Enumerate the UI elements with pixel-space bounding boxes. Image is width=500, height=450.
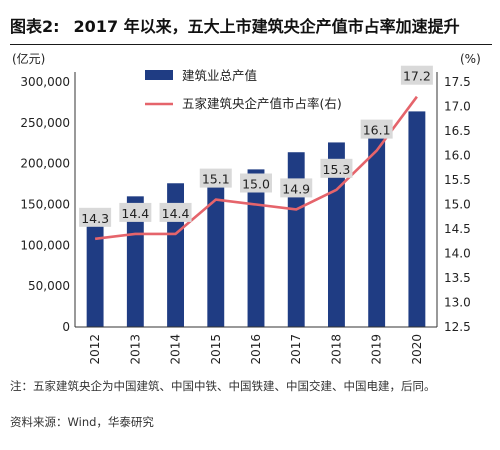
point-label-box [320, 158, 353, 178]
point-label-text: 14.3 [81, 211, 109, 226]
title-divider [10, 44, 492, 45]
left-axis-tick-label: 100,000 [20, 238, 70, 252]
share-line [94, 95, 418, 241]
left-axis-tick-label: 200,000 [20, 157, 70, 171]
x-axis-tick-label: 2017 [289, 334, 303, 365]
legend-bar-label: 建筑业总产值 [182, 68, 257, 83]
right-axis-tick-label: 16.5 [444, 124, 471, 138]
figure-label: 图表2: [10, 17, 60, 36]
left-axis-tick-label: 300,000 [20, 75, 70, 89]
x-axis-tick-label: 2013 [128, 334, 142, 365]
point-label-2012: 14.3 [79, 207, 112, 227]
footnote-note: 注：五家建筑央企为中国建筑、中国中铁、中国铁建、中国交建、中国电建，后同。 [10, 379, 436, 393]
point-label-box [119, 202, 152, 222]
point-label-text: 15.3 [323, 162, 351, 177]
bar-2013 [126, 196, 144, 327]
point-label-text: 15.1 [202, 172, 230, 187]
point-label-box [240, 173, 272, 193]
point-label-2018: 15.3 [320, 158, 353, 178]
x-axis-tick-label: 2015 [209, 334, 223, 365]
point-label-box [360, 119, 393, 139]
left-axis-tick-label: 150,000 [20, 198, 70, 212]
figure-title: 图表2: 2017 年以来，五大上市建筑央企产值市占率加速提升 [10, 8, 492, 42]
right-axis-tick-label: 13.0 [444, 296, 471, 310]
x-axis-tick-label: 2012 [88, 334, 102, 365]
right-axis-tick-label: 12.5 [444, 320, 471, 334]
point-label-text: 14.4 [162, 206, 190, 221]
figure-title-text: 2017 年以来，五大上市建筑央企产值市占率加速提升 [73, 17, 460, 36]
legend-line-label: 五家建筑央企产值市占率(右) [182, 96, 342, 111]
left-axis-tick-label: 0 [62, 320, 70, 334]
point-label-2019: 16.1 [360, 119, 393, 139]
point-label-text: 15.0 [242, 177, 270, 192]
point-label-text: 16.1 [363, 123, 391, 138]
point-label-2017: 14.9 [280, 178, 313, 198]
right-axis-tick-label: 14.0 [444, 247, 471, 261]
right-axis-unit: (%) [460, 52, 481, 66]
footnote-source: 资料来源：Wind，华泰研究 [10, 415, 154, 429]
right-axis-tick-label: 17.5 [444, 75, 471, 89]
point-label-2016: 15.0 [240, 173, 272, 193]
point-label-2020: 17.2 [400, 65, 433, 85]
x-axis-tick-label: 2018 [329, 334, 343, 365]
point-label-box [159, 202, 192, 222]
point-label-text: 17.2 [403, 69, 431, 84]
right-axis-tick-label: 14.5 [444, 222, 471, 236]
right-axis-tick-label: 13.5 [444, 271, 471, 285]
left-axis-tick-label: 250,000 [20, 116, 70, 130]
left-axis-tick-label: 50,000 [28, 279, 70, 293]
left-axis-unit: (亿元) [12, 51, 45, 66]
point-label-2014: 14.4 [159, 202, 192, 222]
point-label-2013: 14.4 [119, 202, 152, 222]
right-axis-tick-label: 16.0 [444, 149, 471, 163]
legend-bar-swatch [145, 70, 173, 80]
x-axis-tick-label: 2014 [169, 334, 183, 365]
point-label-text: 14.4 [121, 206, 149, 221]
bar-2015 [207, 180, 225, 327]
bar-2016 [247, 169, 265, 327]
point-label-text: 14.9 [282, 181, 310, 196]
bar-2020 [408, 111, 426, 328]
x-axis-tick-label: 2016 [249, 334, 263, 365]
bar-2012 [86, 215, 104, 327]
x-axis-tick-label: 2020 [410, 334, 424, 365]
point-label-box [79, 207, 112, 227]
point-label-box [400, 65, 433, 85]
bar-2019 [368, 124, 386, 327]
point-label-2015: 15.1 [199, 168, 232, 188]
bar-2018 [327, 142, 345, 327]
point-label-box [280, 178, 313, 198]
point-label-box [199, 168, 232, 188]
right-axis-tick-label: 15.5 [444, 173, 471, 187]
x-axis-tick-label: 2019 [370, 334, 384, 365]
right-axis-tick-label: 17.0 [444, 100, 471, 114]
right-axis-tick-label: 15.0 [444, 198, 471, 212]
